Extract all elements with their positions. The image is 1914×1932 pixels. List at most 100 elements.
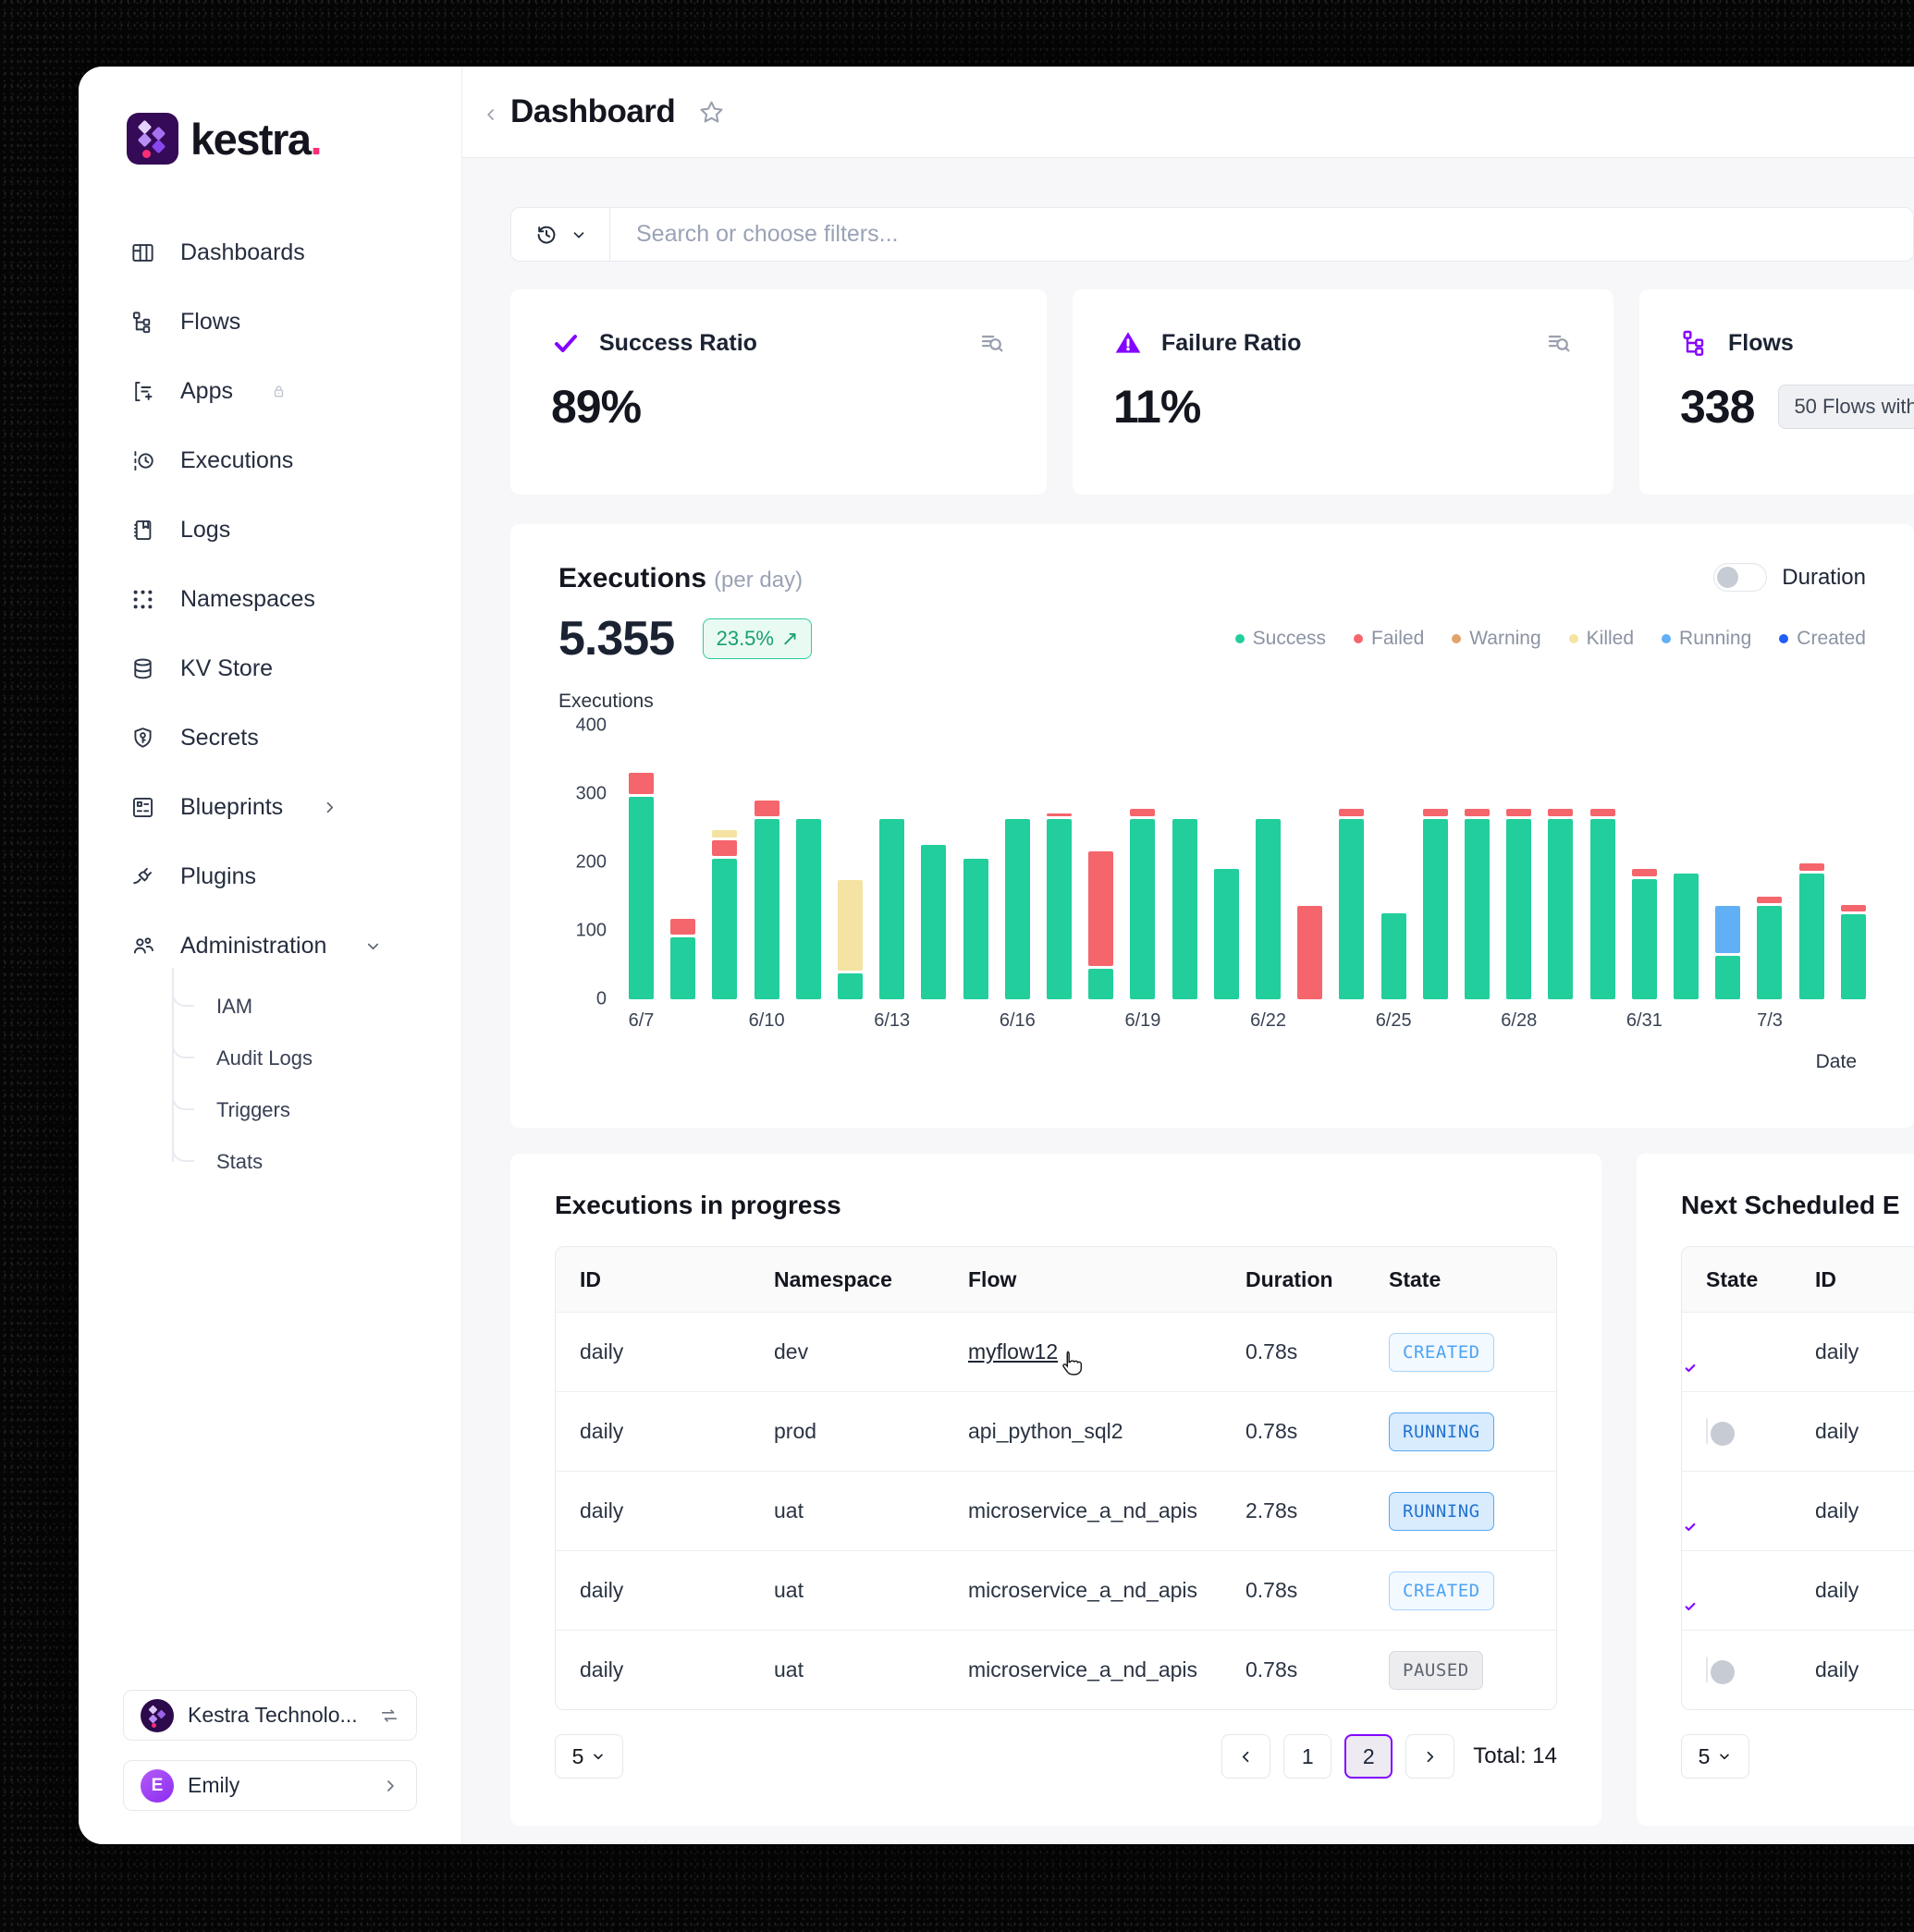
table-row[interactable]: daily uat microservice_a_nd_apis 0.78s C… (556, 1550, 1556, 1630)
schedule-toggle[interactable] (1706, 1418, 1735, 1446)
table-row[interactable]: daily a (1682, 1391, 1914, 1471)
bar-6-9[interactable] (712, 726, 738, 999)
cell-id: daily (556, 1471, 750, 1550)
bar-6-19[interactable]: 6/19 (1124, 726, 1160, 1031)
legend-item-running[interactable]: Running (1662, 628, 1751, 650)
duration-toggle[interactable] (1713, 563, 1768, 592)
legend-item-failed[interactable]: Failed (1354, 628, 1424, 650)
page-size-select[interactable]: 5 (1681, 1734, 1749, 1779)
bar-6-16[interactable]: 6/16 (1000, 726, 1036, 1031)
bar-7-3[interactable]: 7/3 (1757, 726, 1783, 1031)
bar-6-10[interactable]: 6/10 (749, 726, 785, 1031)
legend-item-killed[interactable]: Killed (1568, 628, 1634, 650)
flow-name: microservice_a_nd_apis (968, 1498, 1198, 1522)
bar-6-11[interactable] (795, 726, 821, 999)
user-menu-button[interactable]: E Emily (123, 1760, 417, 1811)
legend-item-warning[interactable]: Warning (1452, 628, 1541, 650)
bar-6-21[interactable] (1213, 726, 1239, 999)
bar-6-17[interactable] (1047, 726, 1073, 999)
column-header-state: State (1682, 1247, 1791, 1312)
bar-6-7[interactable]: 6/7 (629, 726, 654, 1031)
table-row[interactable]: daily uat microservice_a_nd_apis 2.78s R… (556, 1471, 1556, 1550)
bar-6-29[interactable] (1548, 726, 1574, 999)
favorite-star-icon[interactable] (697, 98, 726, 127)
executions-delta-badge: 23.5% ↗ (702, 618, 813, 659)
sidebar-item-apps[interactable]: Apps (79, 357, 461, 426)
cell-id: daily (1791, 1312, 1911, 1391)
stat-card-value: 11% (1113, 381, 1201, 433)
stat-card-title: Flows (1728, 329, 1794, 356)
bar-6-26[interactable] (1422, 726, 1448, 999)
list-search-icon[interactable] (1545, 329, 1573, 357)
bar-6-31[interactable]: 6/31 (1626, 726, 1662, 1031)
sidebar-subitem-triggers[interactable]: Triggers (79, 1071, 461, 1136)
bar-6-23[interactable] (1297, 726, 1323, 999)
bar-7-5[interactable] (1840, 726, 1866, 999)
page-size-select[interactable]: 5 (555, 1734, 623, 1779)
flow-name: microservice_a_nd_apis (968, 1657, 1198, 1681)
sidebar-item-logs[interactable]: Logs (79, 495, 461, 565)
sidebar-item-namespaces[interactable]: Namespaces (79, 565, 461, 634)
bar-6-13[interactable]: 6/13 (874, 726, 910, 1031)
sidebar-subitem-audit-logs[interactable]: Audit Logs (79, 1020, 461, 1084)
bar-6-12[interactable] (838, 726, 864, 999)
next-page-button[interactable] (1405, 1734, 1455, 1779)
table-row[interactable]: daily m (1682, 1550, 1914, 1630)
bar-6-28[interactable]: 6/28 (1501, 726, 1537, 1031)
bar-6-18[interactable] (1088, 726, 1114, 999)
sidebar-item-kv-store[interactable]: KV Store (79, 634, 461, 703)
previous-page-button[interactable] (1221, 1734, 1271, 1779)
bar-6-22[interactable]: 6/22 (1250, 726, 1286, 1031)
cell-state (1682, 1312, 1791, 1391)
sidebar-subitem-stats[interactable]: Stats (79, 1123, 461, 1188)
sidebar-collapse-button[interactable] (482, 105, 500, 127)
schedule-toggle[interactable] (1706, 1657, 1735, 1684)
bar-6-15[interactable] (963, 726, 988, 999)
sidebar-subitem-iam[interactable]: IAM (79, 968, 461, 1033)
cell-flow: myflow12 (944, 1312, 1221, 1391)
table-row[interactable]: daily dev myflow12 0.78s CREATED (556, 1312, 1556, 1391)
sidebar-item-administration[interactable]: Administration (79, 911, 461, 981)
table-row[interactable]: daily m (1682, 1312, 1914, 1391)
chart-legend: Success Failed Warning Killed Running Cr… (1234, 628, 1866, 650)
flow-link[interactable]: myflow12 (968, 1339, 1083, 1376)
bar-7-2[interactable] (1715, 726, 1741, 999)
list-search-icon[interactable] (978, 329, 1006, 357)
filter-history-button[interactable] (511, 208, 610, 261)
sidebar-item-dashboards[interactable]: Dashboards (79, 218, 461, 287)
org-switcher-button[interactable]: Kestra Technolo... (123, 1690, 417, 1741)
search-input[interactable] (610, 221, 1913, 248)
page-button-1[interactable]: 1 (1283, 1734, 1332, 1779)
executions-icon (130, 448, 155, 473)
bar-7-1[interactable] (1674, 726, 1699, 999)
page-button-2[interactable]: 2 (1344, 1734, 1393, 1779)
bar-6-8[interactable] (670, 726, 696, 999)
sidebar-item-flows[interactable]: Flows (79, 287, 461, 357)
legend-item-success[interactable]: Success (1234, 628, 1326, 650)
lock-icon (269, 382, 288, 401)
page-title: Dashboard (510, 93, 676, 129)
table-row[interactable]: daily m (1682, 1471, 1914, 1550)
bar-6-27[interactable] (1465, 726, 1491, 999)
table-row[interactable]: daily prod api_python_sql2 0.78s RUNNING (556, 1391, 1556, 1471)
flows-icon (130, 310, 155, 335)
bar-6-14[interactable] (921, 726, 947, 999)
cell-state (1682, 1550, 1791, 1630)
bar-segment-failed (629, 773, 654, 794)
bar-6-20[interactable] (1172, 726, 1197, 999)
sidebar-item-secrets[interactable]: Secrets (79, 703, 461, 773)
bar-6-30[interactable] (1589, 726, 1615, 999)
sidebar-item-blueprints[interactable]: Blueprints (79, 773, 461, 842)
sidebar-item-executions[interactable]: Executions (79, 426, 461, 495)
bar-segment-success (1380, 912, 1406, 999)
bar-7-4[interactable] (1798, 726, 1824, 999)
legend-item-created[interactable]: Created (1779, 628, 1866, 650)
chart-plot-area: 6/7 6/10 6/13 6/16 6/19 6/22 6/25 6/28 6/31 7/3 (629, 726, 1866, 1031)
sidebar-item-plugins[interactable]: Plugins (79, 842, 461, 911)
y-tick-label: 200 (575, 851, 607, 873)
logo[interactable]: kestra. (127, 109, 494, 165)
bar-6-24[interactable] (1339, 726, 1365, 999)
table-row[interactable]: daily m (1682, 1630, 1914, 1709)
table-row[interactable]: daily uat microservice_a_nd_apis 0.78s P… (556, 1630, 1556, 1709)
bar-6-25[interactable]: 6/25 (1376, 726, 1412, 1031)
